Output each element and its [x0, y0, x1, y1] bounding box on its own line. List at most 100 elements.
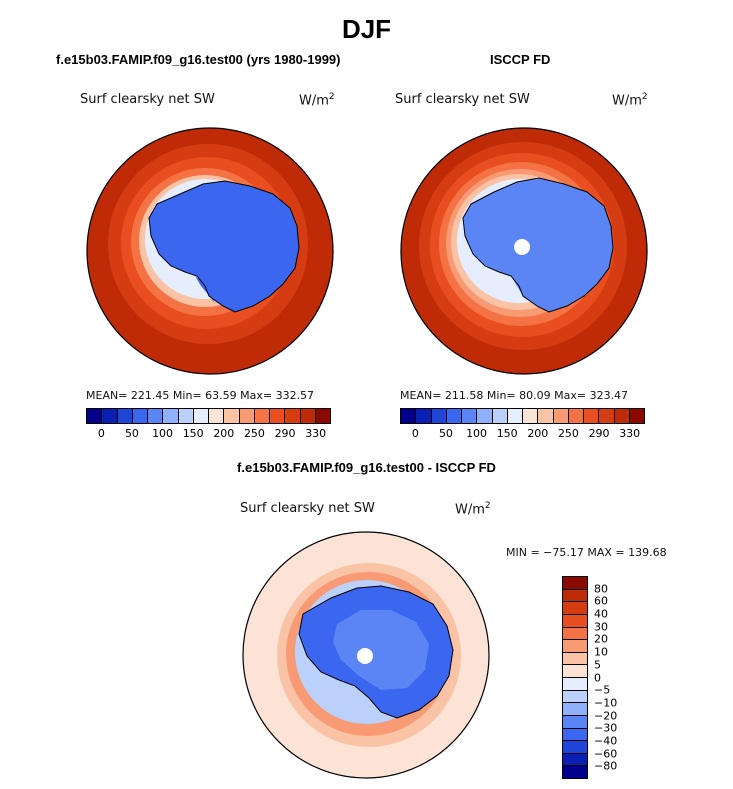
- colorbar-tick-label: −10: [594, 696, 618, 710]
- colorbar-tick-label: −5: [594, 683, 611, 697]
- model-units-label: W/m2: [299, 92, 335, 108]
- obs-coastline: [462, 177, 614, 313]
- diff-stats: MIN = −75.17 MAX = 139.68: [506, 546, 667, 559]
- colorbar-swatch: [300, 409, 316, 423]
- colorbar-swatch: [315, 409, 330, 423]
- colorbar-swatch: [431, 409, 447, 423]
- obs-polar-map: [400, 127, 648, 375]
- colorbar-swatch: [563, 577, 587, 590]
- model-units-text: W/m: [299, 93, 329, 109]
- colorbar-swatch: [563, 703, 587, 716]
- colorbar-tick-label: −80: [594, 759, 618, 773]
- page-title: DJF: [341, 14, 392, 44]
- obs-panel-heading: ISCCP FD: [490, 52, 551, 67]
- colorbar-swatch: [629, 409, 644, 423]
- colorbar-tick-label: 150: [496, 427, 518, 440]
- colorbar-swatch: [178, 409, 194, 423]
- obs-variable-label: Surf clearsky net SW: [395, 92, 530, 107]
- model-continent-fill: [149, 181, 299, 312]
- colorbar-swatch: [614, 409, 630, 423]
- diff-units-text: W/m: [455, 502, 485, 518]
- colorbar-swatch: [507, 409, 523, 423]
- obs-map-border: [400, 127, 648, 375]
- colorbar-swatch: [538, 409, 554, 423]
- colorbar-swatch: [563, 652, 587, 666]
- colorbar-tick-label: 20: [594, 632, 608, 646]
- diff-interior-fill: [333, 610, 429, 690]
- colorbar-swatch: [563, 715, 587, 729]
- model-polar-map: [86, 127, 334, 375]
- diff-map-border: [242, 531, 490, 779]
- model-variable-label: Surf clearsky net SW: [80, 92, 215, 107]
- diff-colorbar: [562, 576, 588, 779]
- colorbar-swatch: [477, 409, 493, 423]
- colorbar-swatch: [563, 690, 587, 704]
- colorbar-swatch: [285, 409, 301, 423]
- colorbar-swatch: [563, 627, 587, 641]
- colorbar-tick-label: 50: [438, 427, 453, 440]
- colorbar-swatch: [584, 409, 600, 423]
- model-map-border: [86, 127, 334, 375]
- obs-units-label: W/m2: [612, 92, 648, 108]
- colorbar-swatch: [599, 409, 615, 423]
- colorbar-swatch: [416, 409, 432, 423]
- model-units-exponent: 2: [328, 92, 335, 102]
- colorbar-swatch: [492, 409, 508, 423]
- colorbar-swatch: [163, 409, 179, 423]
- obs-continent-fill: [463, 178, 613, 312]
- colorbar-swatch: [563, 728, 587, 742]
- model-colorbar: [86, 408, 331, 424]
- colorbar-swatch: [209, 409, 225, 423]
- colorbar-tick-label: 100: [466, 427, 488, 440]
- diff-polar-map: [242, 531, 490, 779]
- diff-pole-hole: [357, 648, 373, 664]
- colorbar-swatch: [563, 753, 587, 767]
- colorbar-swatch: [568, 409, 584, 423]
- colorbar-swatch: [193, 409, 209, 423]
- colorbar-swatch: [87, 409, 103, 423]
- colorbar-swatch: [523, 409, 539, 423]
- diff-units-label: W/m2: [455, 501, 491, 517]
- colorbar-swatch: [254, 409, 270, 423]
- colorbar-tick-label: 60: [594, 594, 608, 608]
- colorbar-tick-label: 200: [213, 427, 235, 440]
- colorbar-swatch: [563, 614, 587, 628]
- colorbar-swatch: [401, 409, 417, 423]
- colorbar-tick-label: 40: [594, 607, 608, 621]
- obs-units-exponent: 2: [641, 92, 648, 102]
- colorbar-tick-label: 0: [594, 671, 601, 684]
- colorbar-swatch: [563, 741, 587, 754]
- colorbar-tick-label: 0: [411, 427, 419, 440]
- colorbar-tick-label: 290: [588, 427, 610, 440]
- colorbar-tick-label: 330: [619, 427, 641, 440]
- colorbar-tick-label: 80: [594, 582, 608, 596]
- model-stats: MEAN= 221.45 Min= 63.59 Max= 332.57: [86, 389, 315, 402]
- colorbar-swatch: [553, 409, 569, 423]
- colorbar-swatch: [563, 602, 587, 615]
- obs-stats: MEAN= 211.58 Min= 80.09 Max= 323.47: [400, 389, 629, 402]
- colorbar-swatch: [132, 409, 148, 423]
- model-coastline: [148, 180, 300, 313]
- model-colorbar-ticks: 0 50 100 150 200 250 290 330: [86, 427, 331, 441]
- colorbar-tick-label: −60: [594, 747, 618, 761]
- colorbar-swatch: [563, 589, 587, 603]
- colorbar-swatch: [239, 409, 255, 423]
- colorbar-tick-label: 30: [594, 620, 608, 634]
- diff-coastline: [298, 585, 454, 719]
- colorbar-tick-label: 250: [557, 427, 579, 440]
- diff-panel-heading: f.e15b03.FAMIP.f09_g16.test00 - ISCCP FD: [237, 460, 496, 475]
- colorbar-tick-label: 250: [243, 427, 265, 440]
- colorbar-swatch: [446, 409, 462, 423]
- diff-variable-label: Surf clearsky net SW: [240, 501, 375, 516]
- colorbar-swatch: [563, 665, 587, 678]
- colorbar-tick-label: 0: [97, 427, 105, 440]
- colorbar-swatch: [224, 409, 240, 423]
- colorbar-swatch: [148, 409, 164, 423]
- colorbar-tick-label: −30: [594, 721, 618, 735]
- colorbar-tick-label: 150: [182, 427, 204, 440]
- colorbar-tick-label: 5: [594, 658, 601, 672]
- colorbar-swatch: [563, 678, 587, 691]
- colorbar-swatch: [563, 640, 587, 653]
- obs-pole-hole: [514, 239, 530, 255]
- obs-colorbar-ticks: 0 50 100 150 200 250 290 330: [400, 427, 645, 441]
